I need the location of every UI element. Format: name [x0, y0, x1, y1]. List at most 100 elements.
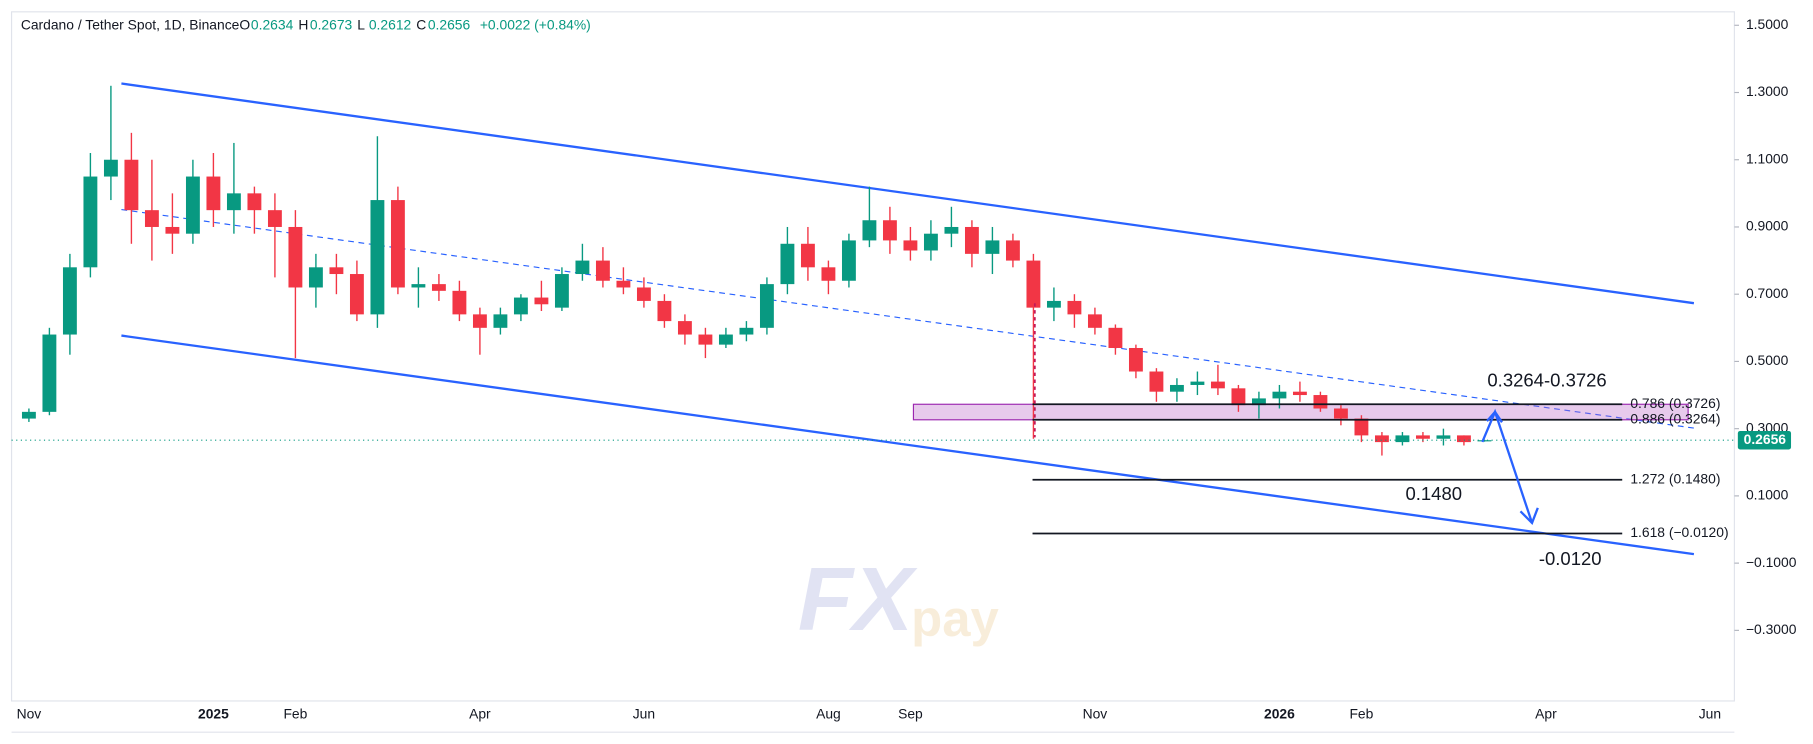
candle-body [1005, 240, 1020, 261]
x-tick-label: Jun [1699, 705, 1721, 721]
y-tick-label: 1.3000 [1746, 83, 1789, 99]
candle-body [411, 284, 426, 288]
candle-body [1046, 300, 1061, 308]
candle-body [1292, 391, 1307, 396]
fib-label: 1.618 (−0.0120) [1630, 524, 1728, 540]
candle-body [595, 260, 610, 281]
ohlc-value: 0.2634 [251, 16, 294, 32]
candle-body [124, 159, 139, 211]
candle-body [21, 411, 36, 419]
candle-body [62, 267, 77, 335]
ohlc-letter: H [298, 16, 308, 32]
y-tick-label: 0.9000 [1746, 218, 1789, 234]
candle-body [226, 193, 241, 211]
candle-body [882, 220, 897, 241]
candle-body [1436, 435, 1451, 439]
candle-body [1128, 347, 1143, 372]
candle-body [1313, 395, 1328, 409]
last-price-label: 0.2656 [1744, 431, 1787, 447]
ohlc-value: 0.2673 [310, 16, 353, 32]
candle-body [1395, 435, 1410, 443]
candle-body [144, 210, 159, 227]
candle-body [718, 334, 733, 345]
watermark: FX pay [798, 549, 1000, 650]
fib-label: 0.786 (0.3726) [1630, 395, 1720, 411]
ohlc-change: +0.0022 (+0.84%) [480, 16, 591, 32]
candle-body [534, 297, 549, 305]
candle-body [165, 226, 180, 234]
candle-body [1231, 388, 1246, 406]
watermark-pay: pay [911, 590, 999, 647]
x-tick-label: Feb [283, 705, 307, 721]
candle-body [1374, 435, 1389, 443]
candle-body [1272, 391, 1287, 399]
arrow-head-up [1486, 409, 1503, 423]
candle-body [657, 300, 672, 322]
candle-body [1190, 381, 1205, 385]
candle-body [862, 220, 877, 241]
candle-body [288, 226, 303, 288]
x-tick-label: 2025 [198, 705, 229, 721]
title: Cardano / Tether Spot, 1D, Binance [21, 16, 240, 32]
candle-body [575, 260, 590, 275]
candle-body [1415, 435, 1430, 439]
fib-label: 0.886 (0.3264) [1630, 410, 1720, 426]
candle-body [821, 267, 836, 281]
candle-body [370, 200, 385, 315]
candle-body [1087, 314, 1102, 328]
fib-label: 1.272 (0.1480) [1630, 470, 1720, 486]
candle-body [698, 334, 713, 345]
fib-zone [912, 403, 1689, 421]
x-tick-label: Nov [1083, 705, 1108, 721]
candle-body [1477, 440, 1492, 442]
annotation: 0.3264-0.3726 [1487, 370, 1606, 391]
layers: 1.50001.30001.10000.90000.70000.50000.30… [11, 16, 1797, 721]
x-tick-label: Nov [17, 705, 42, 721]
candle-body [267, 210, 282, 227]
candle-body [349, 274, 364, 315]
y-tick-label: 1.1000 [1746, 150, 1789, 166]
arrow-head-down [1519, 507, 1539, 525]
ohlc-header: O 0.2634 H 0.2673 L 0.2612 C 0.2656 +0.0022 (+0.… [239, 16, 590, 32]
candle-body [1210, 381, 1225, 389]
annotation: -0.0120 [1539, 548, 1602, 569]
x-tick-label: 2026 [1264, 705, 1295, 721]
ohlc-letter: L [357, 16, 365, 32]
candle-body [759, 284, 774, 328]
x-tick-label: Apr [469, 705, 491, 721]
last-price-box [1737, 430, 1792, 450]
y-tick-label: −0.1000 [1746, 554, 1797, 570]
candle-body [841, 240, 856, 281]
candle-body [800, 243, 815, 268]
candle-body [1251, 398, 1266, 406]
candle-body [1026, 260, 1041, 308]
x-tick-label: Sep [898, 705, 923, 721]
candle-body [308, 267, 323, 288]
watermark-fx: FX [798, 549, 918, 650]
candle-body [636, 287, 651, 301]
candle-body [903, 240, 918, 251]
y-tick-label: 0.1000 [1746, 487, 1789, 503]
candle-body [185, 176, 200, 234]
x-tick-label: Jun [633, 705, 655, 721]
ohlc-value: 0.2656 [428, 16, 471, 32]
x-tick-label: Feb [1349, 705, 1373, 721]
candle-body [1149, 371, 1164, 392]
y-tick-label: 1.5000 [1746, 16, 1789, 32]
candle-body [452, 290, 467, 315]
candle-body [554, 274, 569, 308]
candle-body [1108, 327, 1123, 348]
candle-body [390, 200, 405, 288]
plot-frame [10, 11, 1735, 702]
ohlc-value: 0.2612 [369, 16, 412, 32]
channel-lower [121, 334, 1695, 556]
candle-body [677, 321, 692, 335]
candle-body [42, 334, 57, 412]
candle-body [944, 226, 959, 234]
candle-body [964, 226, 979, 254]
candle-body [616, 280, 631, 288]
candle-body [513, 297, 528, 315]
